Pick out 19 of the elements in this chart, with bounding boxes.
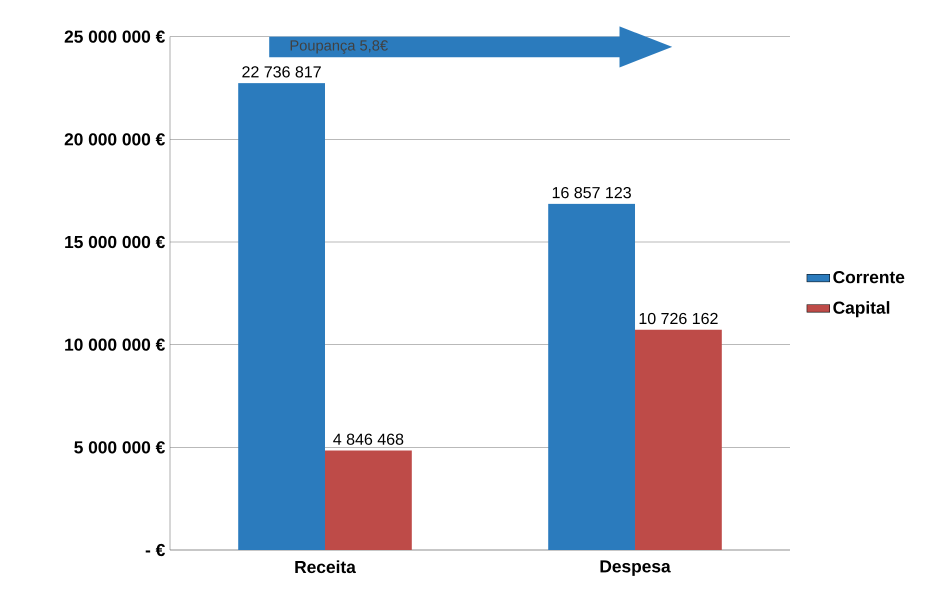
y-tick-label: 20 000 000 €	[64, 133, 165, 146]
y-tick-label: 25 000 000 €	[64, 30, 165, 43]
x-tick-label: Receita	[295, 560, 356, 574]
y-tick-label: 15 000 000 €	[65, 236, 165, 248]
bar	[238, 83, 326, 550]
x-tick-label: Despesa	[600, 560, 671, 576]
data-label: 16 857 123	[552, 186, 631, 198]
annotation: Poupança 5,8€	[290, 40, 388, 54]
bar	[635, 330, 722, 550]
legend-label: Corrente	[833, 270, 904, 284]
y-tick-label: - €	[146, 544, 165, 556]
data-label: 22 736 817	[242, 66, 321, 78]
data-label: 4 846 468	[333, 434, 404, 445]
legend-label: Capital	[833, 301, 890, 318]
bar	[325, 450, 412, 550]
bar	[548, 204, 636, 550]
y-tick-label: 5 000 000 €	[74, 441, 165, 454]
y-tick-label: 10 000 000 €	[65, 338, 165, 351]
data-label: 10 726 162	[640, 312, 718, 324]
